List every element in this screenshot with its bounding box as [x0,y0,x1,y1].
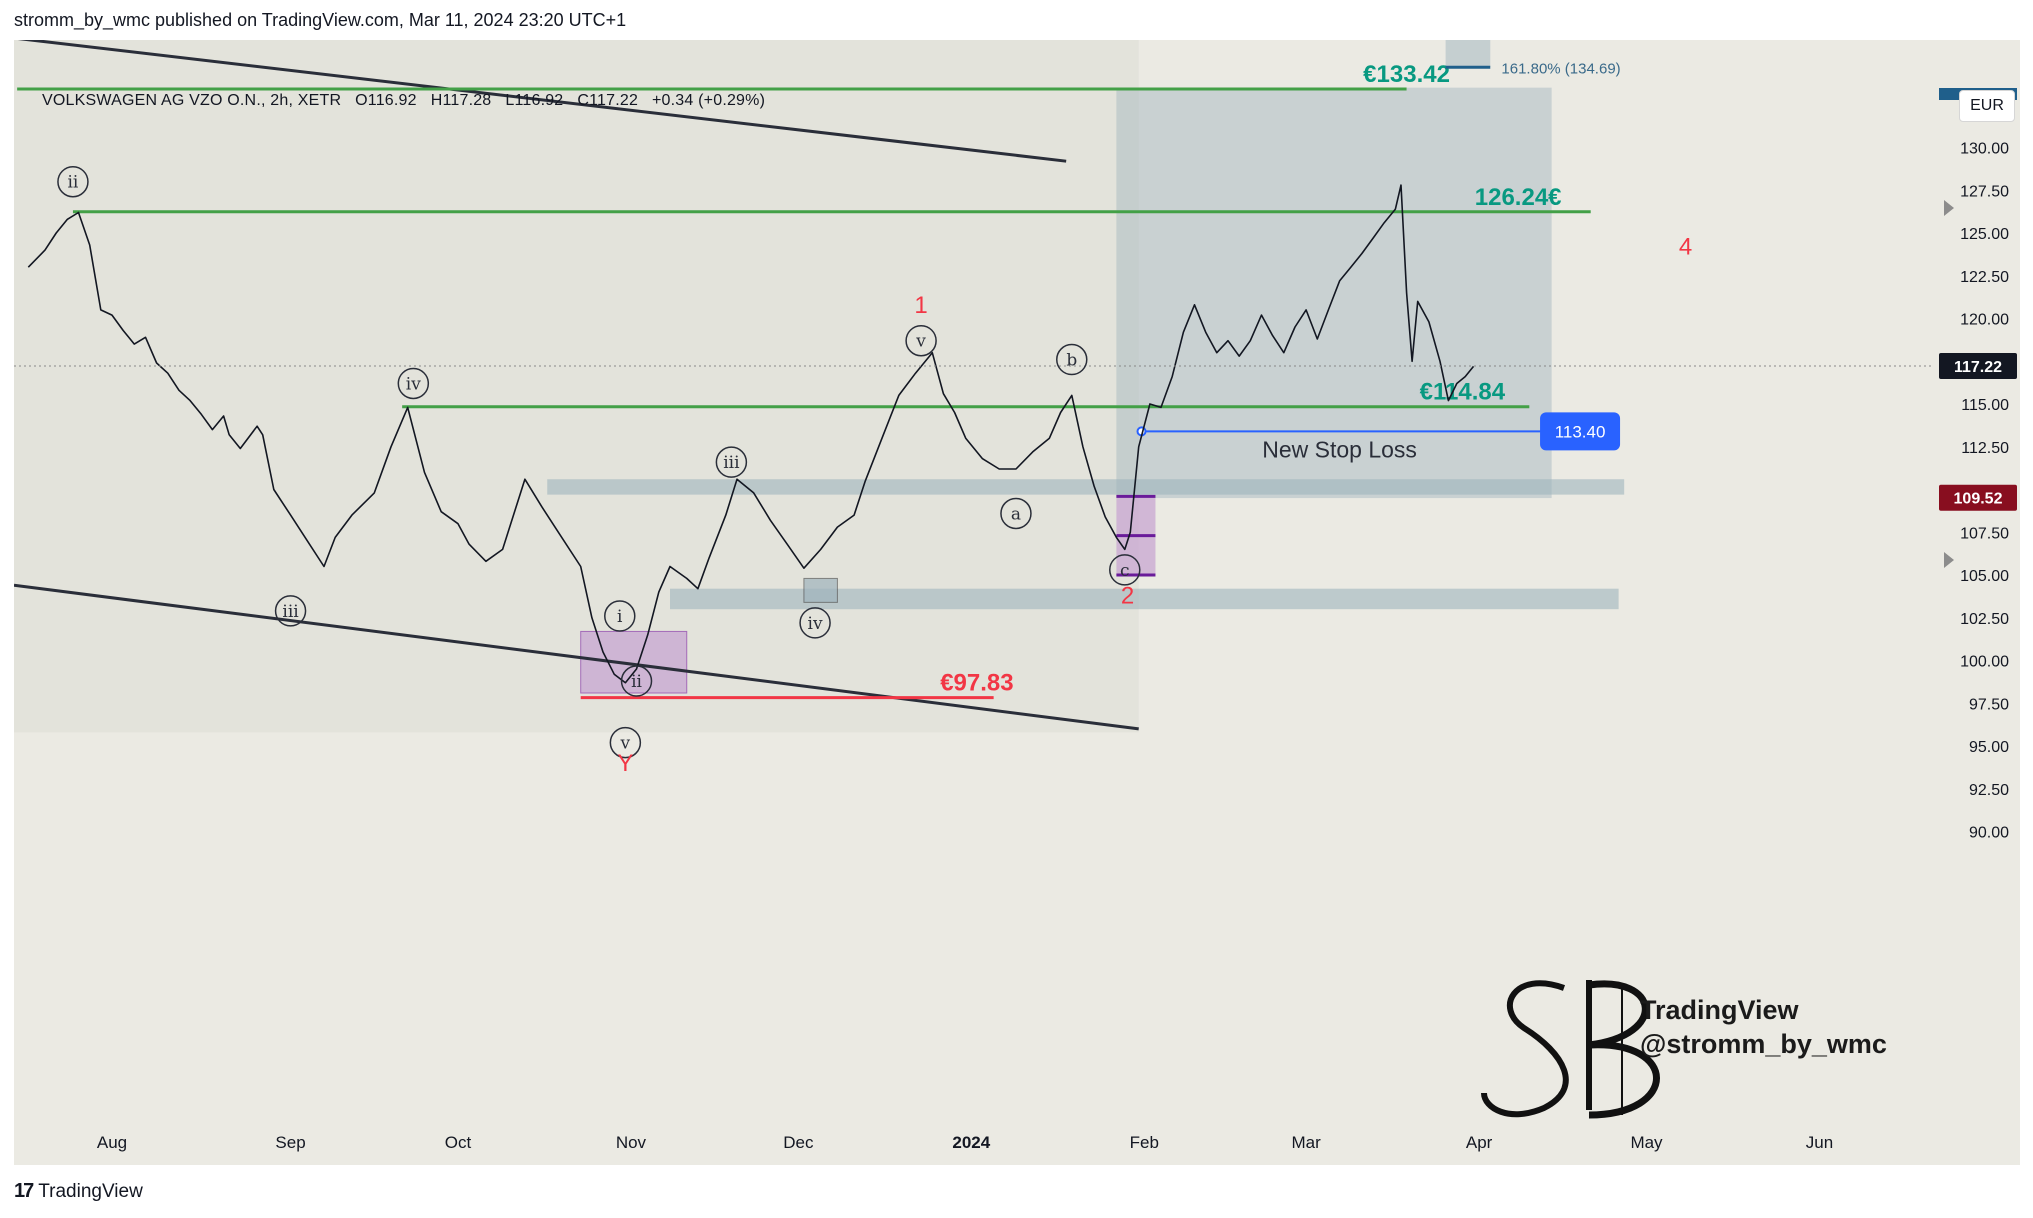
x-tick-label-9: May [1630,1133,1663,1152]
y-tick-label-15: 90.00 [1969,825,2009,842]
currency-button[interactable]: EUR [1959,90,2015,122]
wave-circle-1 [274,595,307,627]
level-label-3: €97.83 [940,670,1013,697]
buy-zone-left [580,630,688,694]
level-label-0: €133.42 [1363,61,1450,88]
x-tick-label-0: Aug [97,1133,127,1152]
wave-label-7: iv [808,614,823,634]
footer-brand[interactable]: 17 TradingView [14,1180,143,1203]
y-tick-label-13: 95.00 [1969,739,2009,756]
symbol-name[interactable]: VOLKSWAGEN AG VZO O.N., 2h, XETR [42,92,342,109]
x-tick-label-3: Nov [616,1133,647,1152]
wave-circle-2 [397,367,430,400]
wave-label-5: v [620,734,631,754]
watermark-line-2: @stromm_by_wmc [1640,1029,1887,1059]
wave-iv-box [803,577,838,603]
wave-3-box [1445,40,1491,68]
price-chart[interactable]: €133.42 126.24€ €114.84 €97.83 New Stop Loss… [14,40,2020,1165]
wave-circle-3 [604,600,636,632]
y-tick-label-7: 112.50 [1961,440,2009,457]
price-series-line [27,184,1475,684]
stop-loss-badge [1540,412,1621,451]
wave-circle-11 [1109,554,1141,586]
x-tick-label-1: Sep [275,1133,305,1152]
y-tick-label-4: 122.50 [1960,269,2009,286]
y-tick-label-12: 97.50 [1969,696,2009,713]
wave-label-0: ii [68,173,79,193]
wave-label-10: b [1066,351,1077,371]
wave-label-2: iv [406,374,421,394]
x-tick-label-5: 2024 [952,1133,990,1152]
fib-label: 161.80% (134.69) [1501,60,1620,77]
scale-arrow-icon [1944,552,1954,568]
stop-loss-badge-value: 113.40 [1555,422,1606,441]
chart-area[interactable]: €133.42 126.24€ €114.84 €97.83 New Stop Loss… [14,40,2020,1165]
channel-upper-line [17,40,1067,163]
support-zone-lower [670,588,1619,610]
wave-label-9: a [1011,504,1021,524]
y-tick-label-11: 100.00 [1960,654,2009,671]
y-tick-label-1: 130.00 [1960,141,2009,158]
wave-major-label-0: Y [617,750,633,777]
y-tick-label-5: 120.00 [1960,312,2009,329]
shaded-region [14,40,1139,733]
target-zone [1116,87,1552,499]
footer-brand-label: TradingView [38,1180,143,1202]
watermark-text: TradingView @stromm_by_wmc [1640,993,1887,1061]
x-tick-label-4: Dec [783,1133,814,1152]
support-zone-upper [547,479,1625,495]
stop-loss-label: New Stop Loss [1262,436,1417,462]
wave-circle-7 [799,607,831,639]
wave-label-3: i [617,607,623,627]
scale-arrow-icon [1944,200,1954,216]
wave-label-8: v [915,332,926,352]
channel-lower-line [14,583,1139,731]
y-tick-label-3: 125.00 [1960,226,2009,243]
ohlc-high: H117.28 [430,92,492,109]
y-tick-label-14: 92.50 [1969,782,2009,799]
wave-label-6: iii [723,453,740,473]
price-badge-value-1: 109.52 [1954,491,2003,508]
ohlc-close: C117.22 [577,92,639,109]
wave-circle-4 [620,665,653,697]
wave-major-label-4: 4 [1679,234,1692,261]
ohlc-change: +0.34 (+0.29%) [652,92,766,109]
wave-circle-10 [1056,343,1088,376]
y-tick-label-2: 127.50 [1960,183,2009,200]
wave-major-label-2: 2 [1121,583,1134,610]
x-tick-label-10: Jun [1806,1133,1833,1152]
y-tick-label-8: 107.50 [1960,525,2009,542]
publish-header: stromm_by_wmc published on TradingView.c… [14,10,627,30]
price-badge-1 [1939,484,2017,511]
level-label-2: €114.84 [1420,379,1506,406]
wave-circle-8 [905,324,937,357]
price-badge-0 [1939,353,2017,380]
watermark-line-1: TradingView [1640,995,1799,1025]
x-tick-label-7: Mar [1291,1133,1321,1152]
wave-circle-5 [609,726,642,759]
wave-label-11: c [1120,561,1130,581]
y-tick-label-6: 115.00 [1961,397,2009,414]
x-tick-label-6: Feb [1130,1133,1159,1152]
wave-label-4: ii [631,672,642,692]
wave-circle-9 [1000,497,1032,530]
x-tick-label-8: Apr [1466,1133,1493,1152]
tradingview-logo-icon: 17 [14,1180,34,1202]
wave-label-1: iii [282,602,299,622]
wave-major-label-1: 1 [914,292,927,319]
y-tick-label-10: 102.50 [1960,611,2009,628]
price-badge-value-0: 117.22 [1954,359,2002,376]
ohlc-low: L116.92 [505,92,564,109]
wave-circle-0 [57,165,89,198]
wave-circle-6 [715,446,748,478]
ohlc-open: O116.92 [355,92,417,109]
x-tick-label-2: Oct [445,1133,472,1152]
symbol-legend: VOLKSWAGEN AG VZO O.N., 2h, XETR O116.92… [42,92,765,110]
y-tick-label-9: 105.00 [1960,568,2009,585]
level-label-1: 126.24€ [1475,184,1562,211]
watermark-logo-icon [1481,980,1660,1119]
